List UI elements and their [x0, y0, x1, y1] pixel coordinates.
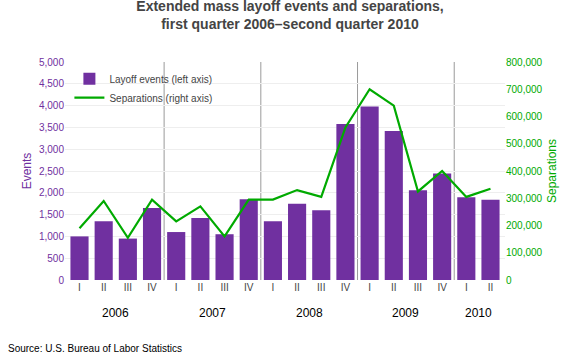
svg-text:200,000: 200,000 — [506, 220, 543, 231]
svg-text:II: II — [488, 282, 494, 293]
svg-text:I: I — [78, 282, 81, 293]
svg-text:IV: IV — [341, 282, 351, 293]
svg-text:III: III — [220, 282, 228, 293]
svg-text:Source: U.S. Bureau of Labor S: Source: U.S. Bureau of Labor Statistics — [8, 343, 182, 354]
svg-text:2,000: 2,000 — [39, 187, 64, 198]
svg-text:4,500: 4,500 — [39, 78, 64, 89]
svg-text:IV: IV — [437, 282, 447, 293]
svg-text:2006: 2006 — [102, 306, 129, 320]
svg-text:I: I — [175, 282, 178, 293]
svg-text:II: II — [294, 282, 300, 293]
svg-text:0: 0 — [506, 275, 512, 286]
svg-text:1,000: 1,000 — [39, 231, 64, 242]
svg-text:II: II — [101, 282, 107, 293]
svg-text:100,000: 100,000 — [506, 247, 543, 258]
svg-text:2008: 2008 — [296, 306, 323, 320]
svg-text:5,000: 5,000 — [39, 57, 64, 68]
svg-text:IV: IV — [147, 282, 157, 293]
svg-text:Extended mass layoff events an: Extended mass layoff events and separati… — [136, 0, 443, 32]
svg-text:III: III — [414, 282, 422, 293]
svg-text:4,000: 4,000 — [39, 100, 64, 111]
svg-text:300,000: 300,000 — [506, 193, 543, 204]
svg-text:0: 0 — [58, 275, 64, 286]
svg-text:2010: 2010 — [465, 306, 492, 320]
svg-text:500,000: 500,000 — [506, 138, 543, 149]
svg-text:800,000: 800,000 — [506, 57, 543, 68]
svg-text:III: III — [317, 282, 325, 293]
svg-text:600,000: 600,000 — [506, 111, 543, 122]
svg-text:II: II — [391, 282, 397, 293]
svg-text:3,000: 3,000 — [39, 144, 64, 155]
svg-text:Layoff events (left axis): Layoff events (left axis) — [109, 74, 212, 85]
svg-text:Events: Events — [20, 153, 34, 190]
svg-text:IV: IV — [244, 282, 254, 293]
svg-text:1,500: 1,500 — [39, 209, 64, 220]
svg-text:2009: 2009 — [392, 306, 419, 320]
svg-text:I: I — [465, 282, 468, 293]
svg-text:I: I — [368, 282, 371, 293]
svg-text:2007: 2007 — [199, 306, 226, 320]
svg-text:700,000: 700,000 — [506, 84, 543, 95]
svg-text:II: II — [198, 282, 204, 293]
svg-text:Separations (right axis): Separations (right axis) — [109, 93, 212, 104]
svg-text:3,500: 3,500 — [39, 122, 64, 133]
svg-text:400,000: 400,000 — [506, 166, 543, 177]
svg-text:500: 500 — [47, 253, 64, 264]
svg-text:Separations: Separations — [545, 139, 559, 203]
svg-text:III: III — [124, 282, 132, 293]
svg-text:2,500: 2,500 — [39, 166, 64, 177]
svg-text:I: I — [272, 282, 275, 293]
